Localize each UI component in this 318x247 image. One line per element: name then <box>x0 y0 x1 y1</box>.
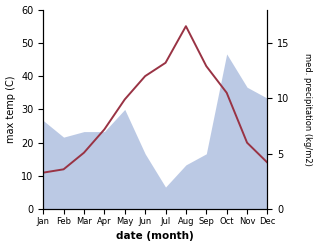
Y-axis label: med. precipitation (kg/m2): med. precipitation (kg/m2) <box>303 53 313 166</box>
X-axis label: date (month): date (month) <box>116 231 194 242</box>
Y-axis label: max temp (C): max temp (C) <box>5 76 16 143</box>
